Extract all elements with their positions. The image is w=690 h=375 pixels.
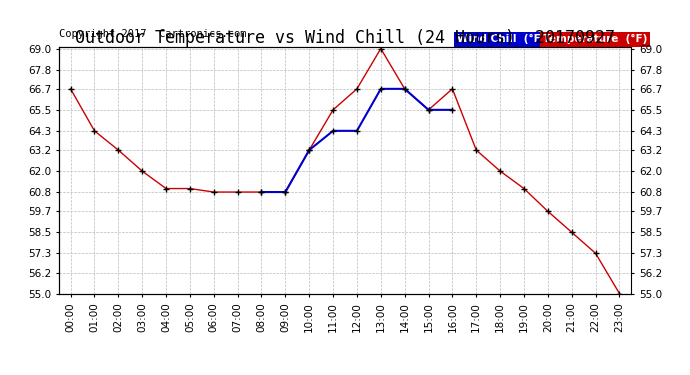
Text: Wind Chill  (°F): Wind Chill (°F) <box>457 34 545 44</box>
Text: Copyright 2017  Cartronics.com: Copyright 2017 Cartronics.com <box>59 29 246 39</box>
Title: Outdoor Temperature vs Wind Chill (24 Hours)  20170927: Outdoor Temperature vs Wind Chill (24 Ho… <box>75 29 615 47</box>
Text: Temperature  (°F): Temperature (°F) <box>542 34 647 44</box>
